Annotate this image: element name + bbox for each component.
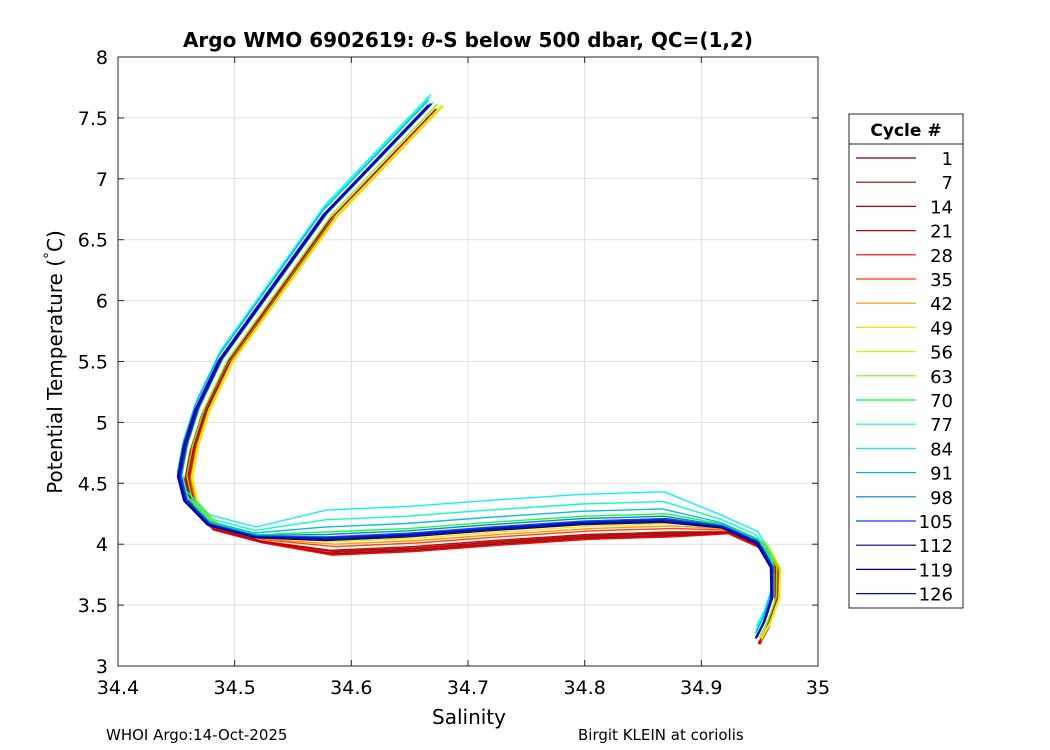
legend-label-cycle-98: 98 <box>930 488 953 509</box>
legend-label-cycle-63: 63 <box>930 367 953 388</box>
legend-label-cycle-112: 112 <box>919 536 953 557</box>
y-tick-label: 4.5 <box>78 473 108 495</box>
axis-ticks: 34.4 34.5 34.6 34.7 34.8 34.9 35 3 3.5 4 4.5 5 5.5 6 6… <box>78 47 830 699</box>
y-axis-label: Potential Temperature (°C) <box>42 230 67 494</box>
legend-label-cycle-49: 49 <box>930 318 953 339</box>
x-tick-label: 34.9 <box>680 677 722 699</box>
x-tick-label: 34.6 <box>330 677 372 699</box>
series-line-cycle-126 <box>179 103 774 639</box>
series-layer <box>176 94 782 645</box>
y-tick-label: 3 <box>96 656 108 678</box>
legend-label-cycle-7: 7 <box>942 173 953 194</box>
y-tick-label: 7.5 <box>78 108 108 130</box>
x-axis-label: Salinity <box>432 705 506 729</box>
legend-label-cycle-14: 14 <box>930 197 953 218</box>
y-tick-label: 7 <box>96 169 108 191</box>
legend-label-cycle-35: 35 <box>930 270 953 291</box>
y-tick-label: 5 <box>96 412 108 434</box>
footer-credit-left: WHOI Argo:14-Oct-2025 <box>106 726 288 744</box>
legend-box <box>848 113 964 609</box>
footer-credit-right: Birgit KLEIN at coriolis <box>578 726 744 744</box>
y-tick-label: 5.5 <box>78 352 108 374</box>
y-tick-label: 8 <box>96 47 108 69</box>
legend-label-cycle-105: 105 <box>919 512 953 533</box>
grid-lines <box>118 57 818 666</box>
x-tick-label: 35 <box>806 677 830 699</box>
legend-label-cycle-77: 77 <box>930 415 953 436</box>
chart-title: Argo WMO 6902619: θ-S below 500 dbar, QC… <box>183 28 753 52</box>
legend-label-cycle-28: 28 <box>930 246 953 267</box>
series-line-cycle-119 <box>176 104 772 639</box>
x-tick-label: 34.8 <box>564 677 606 699</box>
legend-label-cycle-70: 70 <box>930 391 953 412</box>
x-tick-label: 34.7 <box>447 677 489 699</box>
legend-entries: 1 7 14 21 28 35 42 49 56 63 70 77 84 91 98 105 112 119 126 <box>856 149 953 606</box>
y-tick-label: 3.5 <box>78 595 108 617</box>
legend-title: Cycle # <box>870 121 941 141</box>
legend-label-cycle-42: 42 <box>930 294 953 315</box>
title-theta-symbol: θ <box>422 28 436 52</box>
y-tick-label: 4 <box>96 534 108 556</box>
series-line-cycle-84 <box>179 94 774 627</box>
legend-label-cycle-119: 119 <box>919 560 953 581</box>
legend-label-cycle-1: 1 <box>942 149 953 170</box>
y-tick-label: 6 <box>96 291 108 313</box>
legend-label-cycle-56: 56 <box>930 343 953 364</box>
legend-label-cycle-21: 21 <box>930 222 953 243</box>
y-tick-label: 6.5 <box>78 230 108 252</box>
x-tick-label: 34.4 <box>97 677 139 699</box>
legend-label-cycle-91: 91 <box>930 464 953 485</box>
x-tick-label: 34.5 <box>214 677 256 699</box>
legend: Cycle # 17142128354249566370778491981051… <box>848 113 964 609</box>
y-axis-degree: ° <box>42 252 58 259</box>
legend-label-cycle-84: 84 <box>930 439 953 460</box>
legend-label-cycle-126: 126 <box>919 585 953 606</box>
